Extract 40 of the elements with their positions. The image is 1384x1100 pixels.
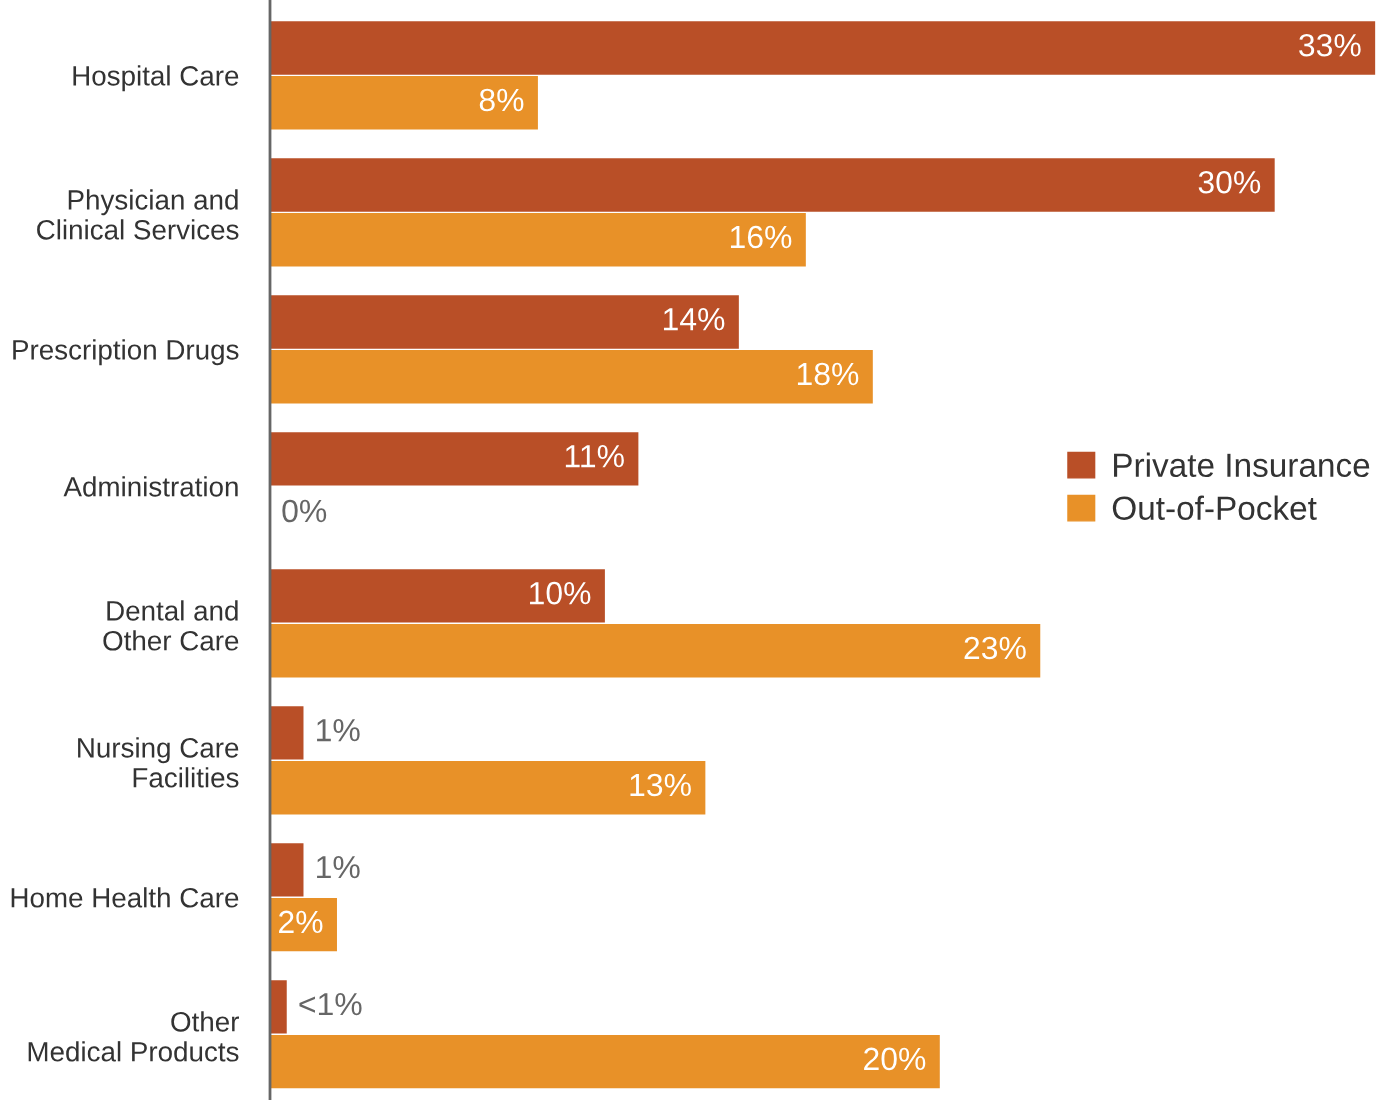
- data-label: 10%: [530, 581, 591, 605]
- y-tick-label: Home Health Care: [11, 887, 239, 908]
- data-label: 23%: [964, 636, 1026, 660]
- bar: [270, 706, 304, 760]
- data-label: 11%: [565, 445, 624, 468]
- bar: [270, 843, 304, 897]
- legend-label: Private Insurance: [1114, 452, 1370, 478]
- data-label: 16%: [730, 225, 792, 249]
- data-label: 13%: [630, 773, 691, 797]
- bar: [270, 76, 538, 130]
- y-tick-label: Prescription Drugs: [13, 339, 239, 366]
- bar: [270, 569, 605, 623]
- y-tick-label: Physician and Clinical Services: [37, 189, 239, 240]
- bar: [270, 295, 739, 349]
- y-tick-label: Other Medical Products: [28, 1011, 239, 1062]
- data-label: 1%: [317, 855, 360, 879]
- bar: [270, 980, 287, 1034]
- data-label: 2%: [279, 910, 323, 934]
- bar: [270, 1034, 940, 1089]
- y-tick-label: Administration: [63, 476, 238, 497]
- bar: [270, 213, 806, 267]
- bar: [270, 760, 706, 815]
- legend-label: Out-of-Pocket: [1112, 495, 1317, 520]
- data-label: 18%: [797, 362, 859, 386]
- bar: [270, 623, 1041, 678]
- bar: [270, 21, 1376, 75]
- data-label: 30%: [1198, 170, 1261, 194]
- data-label: 14%: [663, 308, 725, 331]
- y-tick-label: Dental and Other Care: [103, 600, 239, 651]
- y-tick-label: Hospital Care: [73, 65, 239, 92]
- bar: [270, 350, 873, 404]
- data-label: <1%: [299, 992, 362, 1016]
- data-label: 1%: [317, 718, 360, 742]
- data-label: 20%: [864, 1047, 926, 1071]
- y-tick-label: Nursing Care Facilities: [78, 737, 239, 788]
- data-label: 0%: [282, 499, 327, 523]
- bar: [270, 432, 639, 486]
- bar: [270, 158, 1275, 212]
- data-label: 8%: [479, 88, 524, 112]
- data-label: 33%: [1299, 33, 1361, 57]
